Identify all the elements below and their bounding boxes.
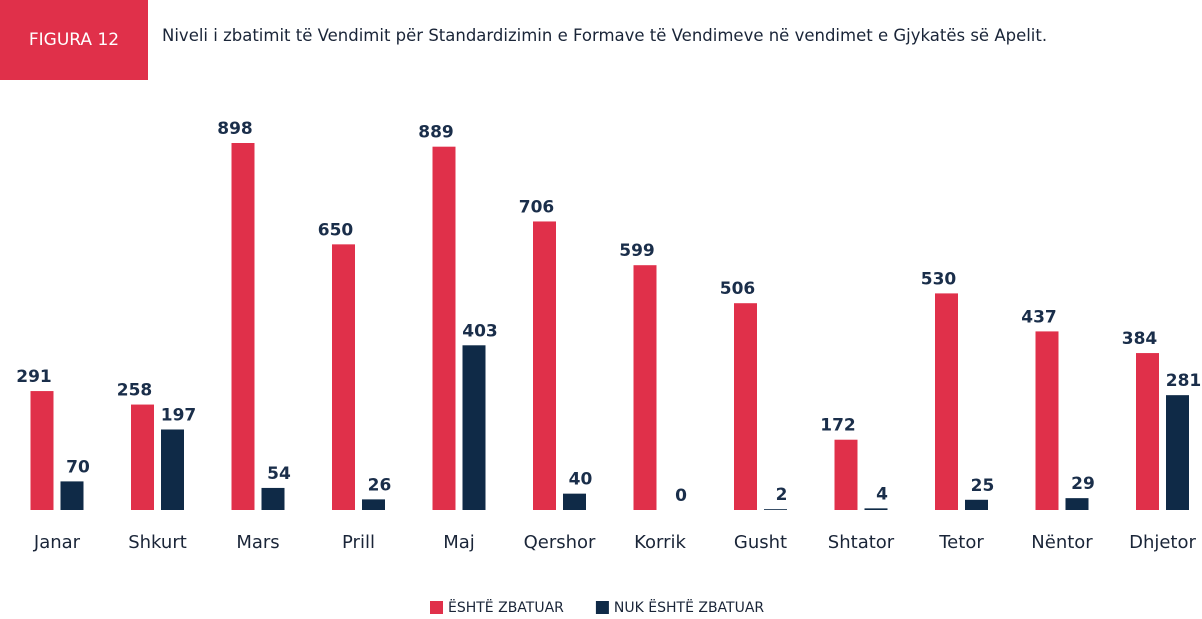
data-label: 291: [16, 367, 52, 387]
data-label: 2: [776, 485, 788, 505]
data-label: 4: [876, 484, 888, 504]
data-label: 281: [1166, 371, 1202, 391]
data-label: 384: [1122, 329, 1158, 349]
bar: [362, 499, 385, 510]
bar: [462, 345, 486, 510]
x-tick-label: Nëntor: [1031, 532, 1093, 553]
legend-label: ËSHTË ZBATUAR: [448, 598, 564, 616]
bar: [764, 509, 787, 510]
bar: [261, 487, 285, 510]
bar: [1166, 395, 1189, 510]
data-label: 172: [820, 416, 856, 436]
data-label: 403: [462, 321, 498, 341]
x-tick-label: Mars: [236, 532, 279, 553]
legend-label: NUK ËSHTË ZBATUAR: [614, 598, 765, 616]
data-label: 70: [66, 457, 90, 477]
x-tick-label: Janar: [33, 532, 81, 553]
data-label: 40: [569, 470, 593, 490]
bar: [131, 404, 154, 510]
x-tick-label: Shtator: [828, 532, 895, 553]
bar: [1065, 498, 1089, 510]
x-tick-label: Gusht: [734, 532, 787, 553]
data-label: 0: [675, 486, 687, 506]
data-label: 29: [1071, 474, 1095, 494]
data-label: 25: [971, 476, 995, 496]
bar: [935, 293, 958, 510]
data-label: 54: [267, 464, 291, 484]
bar: [1136, 353, 1159, 510]
figure-label: FIGURA 12: [0, 0, 148, 80]
data-label: 530: [921, 269, 957, 289]
legend-swatch: [430, 601, 443, 614]
data-label: 437: [1021, 307, 1057, 327]
x-tick-label: Prill: [342, 532, 375, 553]
x-tick-label: Dhjetor: [1129, 532, 1196, 553]
bar: [60, 481, 84, 510]
bar: [432, 146, 456, 511]
data-label: 599: [619, 241, 655, 261]
bar: [1035, 331, 1059, 510]
bar: [965, 499, 988, 510]
data-label: 258: [117, 381, 153, 401]
bar: [563, 493, 586, 510]
legend-swatch: [595, 601, 609, 614]
data-label: 26: [368, 475, 392, 495]
data-label: 506: [720, 279, 756, 299]
x-tick-label: Korrik: [634, 532, 686, 553]
x-tick-label: Maj: [443, 532, 475, 553]
bar: [30, 391, 54, 510]
bar: [533, 221, 556, 510]
x-tick-label: Shkurt: [128, 532, 187, 553]
data-label: 650: [318, 220, 354, 240]
bar: [231, 143, 255, 510]
data-label: 889: [418, 123, 454, 143]
x-tick-label: Tetor: [938, 532, 984, 553]
bar: [834, 439, 858, 510]
data-label: 197: [161, 405, 197, 425]
bar: [161, 429, 184, 510]
chart-title: Niveli i zbatimit të Vendimit për Standa…: [162, 26, 1048, 45]
bar: [864, 508, 888, 510]
bar: [633, 265, 657, 510]
bar: [734, 303, 757, 510]
bar: [332, 244, 355, 510]
x-tick-label: Qershor: [524, 532, 596, 553]
data-label: 898: [217, 119, 253, 139]
data-label: 706: [519, 197, 555, 217]
